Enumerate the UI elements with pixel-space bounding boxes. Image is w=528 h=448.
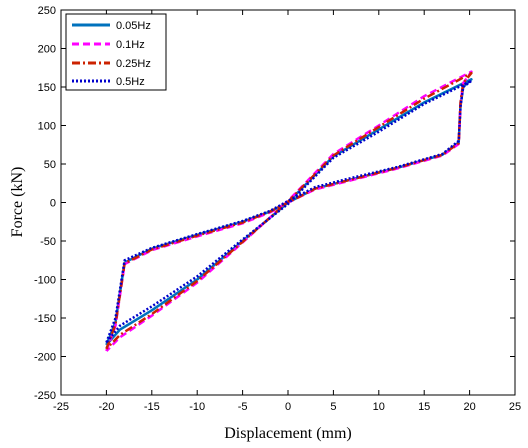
y-tick-label: 50	[44, 159, 56, 171]
series-layer	[105, 70, 473, 352]
axis-ticks: -25 -20 -15 -10 -5 0 5 10 15 20 25-250-200-150-100…	[34, 5, 521, 413]
x-tick-label: -15	[144, 401, 160, 413]
legend-label-0.1hz: 0.1Hz	[116, 39, 145, 51]
x-tick-label: 15	[418, 401, 430, 413]
y-tick-label: -50	[40, 236, 56, 248]
x-axis-label: Displacement (mm)	[224, 425, 352, 442]
y-tick-label: -100	[34, 275, 56, 287]
y-tick-label: 0	[50, 198, 56, 210]
y-tick-label: 250	[38, 5, 56, 17]
legend-box	[65, 13, 167, 91]
x-tick-label: 20	[463, 401, 475, 413]
y-tick-label: -250	[34, 390, 56, 402]
y-tick-label: 100	[38, 121, 56, 133]
legend-label-0.05hz: 0.05Hz	[116, 20, 151, 32]
series-line-0.25hz	[105, 71, 473, 350]
legend-label-0.5hz: 0.5Hz	[116, 76, 145, 88]
series-line-0.5hz	[105, 79, 473, 344]
y-tick-label: 150	[38, 82, 56, 94]
x-tick-label: -25	[53, 401, 69, 413]
x-tick-label: 5	[330, 401, 336, 413]
x-tick-label: 10	[373, 401, 385, 413]
x-tick-label: -5	[238, 401, 248, 413]
x-tick-label: 25	[509, 401, 521, 413]
y-axis-label: Force (kN)	[9, 167, 26, 238]
y-tick-label: -200	[34, 352, 56, 364]
y-tick-label: 200	[38, 44, 56, 56]
legend-label-0.25hz: 0.25Hz	[116, 58, 151, 70]
x-tick-label: 0	[285, 401, 291, 413]
x-tick-label: -20	[98, 401, 114, 413]
y-tick-label: -150	[34, 313, 56, 325]
x-tick-label: -10	[189, 401, 205, 413]
legend: 0.05Hz 0.1Hz 0.25Hz 0.5Hz	[65, 13, 167, 91]
